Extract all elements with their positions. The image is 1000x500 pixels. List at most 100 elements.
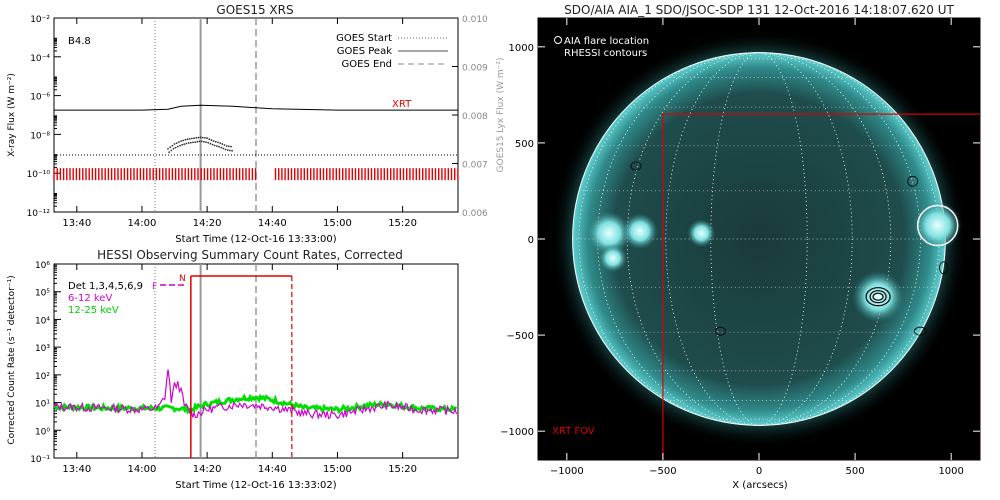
short-channel-point bbox=[196, 140, 199, 143]
goes-ylabel-right-text: GOES15 Lyx Flux (W m⁻²) bbox=[496, 58, 506, 173]
hessi-event-lines bbox=[154, 264, 257, 458]
aia-title: SDO/AIA AIA_1 SDO/JSOC-SDP 131 12-Oct-20… bbox=[564, 3, 954, 17]
short-channel-point bbox=[167, 148, 169, 150]
short-channel-point bbox=[195, 137, 198, 139]
short-channel-point bbox=[206, 137, 209, 140]
short-channel-point bbox=[182, 139, 185, 142]
aia-rhessi-contours bbox=[630, 161, 948, 336]
bright-region bbox=[852, 270, 905, 323]
y-tick-label: 500 bbox=[515, 139, 534, 150]
y2-tick-label: 0.006 bbox=[462, 209, 488, 219]
x-tick-label: 0 bbox=[756, 466, 762, 477]
rhessi-contour-small bbox=[630, 161, 642, 171]
short-channel-point bbox=[227, 145, 230, 148]
y-tick-label: 0 bbox=[528, 235, 534, 246]
goes-short-channel-points bbox=[167, 136, 234, 154]
hessi-ylabel-text: Corrected Count Rate (s⁻¹ detector⁻¹) bbox=[7, 275, 17, 444]
short-channel-point bbox=[212, 140, 215, 143]
y-tick-label: 10² bbox=[35, 372, 50, 382]
y-tick-label: 10³ bbox=[35, 344, 50, 354]
goes-legend: GOES Start GOES Peak GOES End bbox=[336, 33, 448, 70]
short-channel-point bbox=[193, 137, 196, 140]
short-channel-point bbox=[200, 140, 203, 143]
short-channel-point bbox=[203, 140, 205, 143]
goes-y-axis: 10⁻¹² 10⁻¹⁰ 10⁻⁸ 10⁻⁶ 10⁻⁴ 10⁻² bbox=[27, 15, 61, 219]
x-tick-label: 15:00 bbox=[323, 464, 352, 475]
aia-panel: SDO/AIA AIA_1 SDO/JSOC-SDP 131 12-Oct-20… bbox=[500, 3, 981, 491]
y-tick-label: −500 bbox=[507, 331, 534, 342]
hessi-y-axis: 10⁻¹ 10⁰ 10¹ 10² 10³ 10⁴ 10⁵ 10⁶ bbox=[30, 261, 61, 465]
short-channel-point bbox=[188, 138, 191, 140]
short-channel-point bbox=[194, 141, 197, 144]
y-tick-label: 10⁻⁴ bbox=[30, 54, 50, 64]
short-channel-point bbox=[214, 140, 217, 143]
short-channel-point bbox=[229, 149, 231, 152]
x-tick-label: 14:40 bbox=[258, 464, 287, 475]
short-channel-point bbox=[217, 141, 219, 144]
x-tick-label: 14:00 bbox=[128, 218, 157, 229]
goes-panel: GOES15 XRS 13:40 14:00 14:20 14:40 15:00 15:2… bbox=[7, 3, 506, 245]
short-channel-point bbox=[221, 143, 224, 145]
short-channel-point bbox=[225, 145, 228, 147]
short-channel-point bbox=[180, 140, 183, 143]
bright-region bbox=[598, 244, 627, 273]
y-tick-label: 10⁻¹⁰ bbox=[27, 170, 51, 180]
hessi-flag-n: N bbox=[179, 274, 186, 284]
short-channel-point bbox=[183, 143, 186, 146]
short-channel-point bbox=[191, 137, 193, 140]
y-tick-label: 10⁻¹² bbox=[27, 209, 51, 219]
y2-tick-label: 0.007 bbox=[462, 161, 488, 171]
goes-legend-start: GOES Start bbox=[336, 33, 392, 44]
short-channel-point bbox=[213, 144, 216, 147]
short-channel-point bbox=[198, 140, 201, 143]
short-channel-point bbox=[223, 144, 226, 146]
short-channel-point bbox=[222, 147, 225, 150]
short-channel-point bbox=[216, 145, 218, 148]
goes-title: GOES15 XRS bbox=[216, 3, 293, 17]
short-channel-point bbox=[170, 149, 173, 152]
y-tick-label: 10⁰ bbox=[35, 427, 50, 437]
short-channel-point bbox=[207, 141, 210, 144]
x-tick-label: 1000 bbox=[938, 466, 963, 477]
x-tick-label: 15:00 bbox=[323, 218, 352, 229]
aia-image bbox=[550, 30, 980, 460]
x-tick-label: 15:20 bbox=[388, 464, 417, 475]
goes-plot-frame bbox=[53, 17, 459, 213]
y2-tick-label: 0.010 bbox=[462, 15, 488, 25]
goes-ylabel-right: GOES15 Lyx Flux (W m⁻²) bbox=[496, 58, 506, 173]
rhessi-contour bbox=[869, 290, 887, 304]
short-channel-point bbox=[189, 141, 192, 144]
hessi-legend-12-25: 12-25 keV bbox=[68, 305, 119, 316]
short-channel-point bbox=[175, 142, 178, 145]
bright-region bbox=[621, 213, 658, 250]
short-channel-point bbox=[181, 143, 184, 146]
goes-event-lines bbox=[154, 18, 257, 212]
short-channel-point bbox=[176, 145, 179, 148]
goes-y2-axis: 0.006 0.007 0.008 0.009 0.010 bbox=[452, 15, 488, 219]
x-tick-label: 13:40 bbox=[62, 464, 91, 475]
goes-long-channel-line bbox=[54, 104, 458, 111]
x-tick-label: 14:20 bbox=[193, 464, 222, 475]
aia-xlabel: X (arcsecs) bbox=[732, 480, 788, 491]
y-tick-label: 10⁻⁸ bbox=[30, 131, 50, 141]
aia-x-axis: −1000 −500 0 500 1000 bbox=[550, 18, 964, 477]
short-channel-point bbox=[187, 142, 190, 144]
goes-x-axis: 13:40 14:00 14:20 14:40 15:00 15:20 bbox=[62, 18, 417, 229]
aia-legend-marker bbox=[554, 36, 562, 44]
short-channel-point bbox=[168, 151, 171, 154]
short-channel-point bbox=[197, 136, 200, 139]
short-channel-point bbox=[184, 138, 187, 141]
short-channel-point bbox=[231, 149, 234, 152]
goes-ylabel-text: X-ray Flux (W m⁻²) bbox=[7, 73, 17, 157]
x-tick-label: 14:20 bbox=[193, 218, 222, 229]
short-channel-point bbox=[226, 149, 229, 152]
y2-tick-label: 0.009 bbox=[462, 64, 488, 74]
x-tick-label: 14:40 bbox=[258, 218, 287, 229]
hessi-title: HESSI Observing Summary Count Rates, Cor… bbox=[97, 248, 403, 262]
goes-xrt-coverage bbox=[53, 168, 459, 181]
short-channel-point bbox=[204, 137, 206, 139]
bright-region bbox=[913, 201, 962, 250]
rhessi-contour bbox=[865, 287, 891, 307]
short-channel-point bbox=[169, 146, 172, 149]
